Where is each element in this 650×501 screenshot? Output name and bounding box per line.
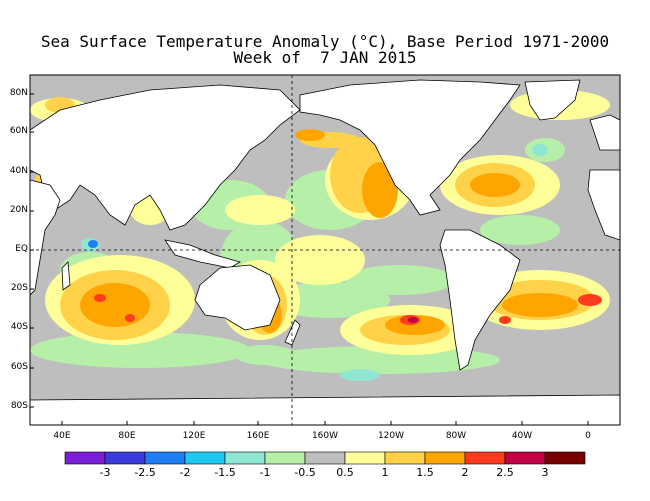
colorbar-tick-label: -1.5 — [214, 466, 236, 479]
colorbar-tick-label: 2.5 — [496, 466, 514, 479]
colorbar-swatch — [464, 451, 506, 465]
lat-label: 80S — [10, 401, 28, 411]
warm-anomaly-extreme — [408, 317, 418, 323]
lat-label: 60N — [9, 126, 28, 136]
land — [30, 79, 620, 425]
colorbar-swatch — [184, 451, 226, 465]
colorbar-swatch — [424, 451, 466, 465]
colorbar-tick-label: -2 — [179, 466, 191, 479]
map-subtitle: Week of 7 JAN 2015 — [233, 48, 417, 67]
colorbar-tick-label: -2.5 — [134, 466, 156, 479]
colorbar-swatch — [304, 451, 346, 465]
anomaly-field — [30, 90, 610, 381]
lat-label: 40N — [9, 166, 28, 176]
colorbar-swatch — [504, 451, 546, 465]
lon-label: 40W — [511, 431, 533, 441]
lat-label: EQ — [15, 244, 28, 254]
colorbar-tick-label: 1 — [381, 466, 389, 479]
colorbar-swatch — [264, 451, 306, 465]
colorbar-tick-label: -3 — [99, 466, 111, 479]
lon-label: 80W — [445, 431, 467, 441]
lat-label: 20N — [9, 205, 28, 215]
cool-anomaly-light — [30, 138, 565, 374]
lat-label: 80N — [9, 88, 28, 98]
colorbar-tick-label: 0.5 — [336, 466, 354, 479]
map-title: Sea Surface Temperature Anomaly (°C), Ba… — [40, 32, 610, 51]
colorbar-tick-label: -1 — [259, 466, 271, 479]
colorbar-tick-label: -0.5 — [294, 466, 316, 479]
cool-anomaly-strong — [88, 240, 98, 248]
lon-label: 0 — [585, 431, 591, 441]
colorbar-tick-label: 2 — [461, 466, 469, 479]
colorbar-swatch — [224, 451, 266, 465]
colorbar-tick-label: 3 — [541, 466, 549, 479]
colorbar-swatch — [344, 451, 386, 465]
lon-label: 160W — [311, 431, 339, 441]
lon-label: 120W — [377, 431, 405, 441]
colorbar — [64, 451, 586, 465]
colorbar-swatch — [144, 451, 186, 465]
lat-label: 20S — [10, 283, 28, 293]
lon-ticks — [61, 421, 589, 425]
lat-ticks — [30, 93, 34, 408]
lon-label: 120E — [182, 431, 206, 441]
colorbar-swatch — [544, 451, 586, 465]
lon-label: 160E — [246, 431, 270, 441]
lat-label: 40S — [10, 322, 28, 332]
lat-label: 60S — [10, 362, 28, 372]
lon-label: 40E — [53, 431, 71, 441]
colorbar-tick-label: 1.5 — [416, 466, 434, 479]
lon-label: 80E — [118, 431, 136, 441]
colorbar-swatch — [104, 451, 146, 465]
colorbar-swatch — [64, 451, 106, 465]
colorbar-swatch — [384, 451, 426, 465]
